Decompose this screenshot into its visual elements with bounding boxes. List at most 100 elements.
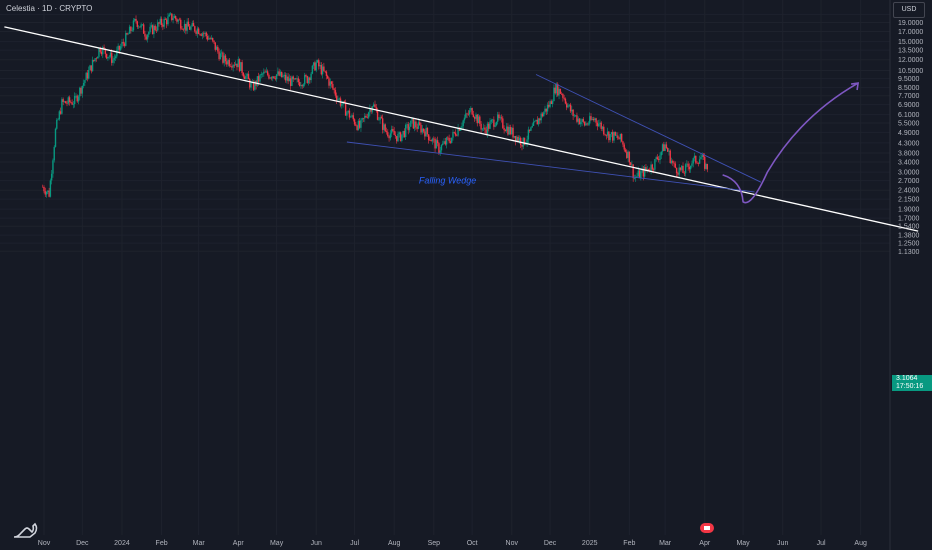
x-tick-label: Jul bbox=[350, 540, 359, 547]
x-tick-label: 2025 bbox=[582, 540, 598, 547]
candle bbox=[509, 124, 512, 136]
candle bbox=[571, 105, 573, 115]
candle bbox=[44, 187, 46, 197]
candle bbox=[454, 129, 457, 137]
candle bbox=[458, 127, 461, 132]
y-tick-label: 2.4000 bbox=[898, 188, 920, 195]
candle bbox=[463, 114, 466, 124]
y-tick-label: 19.0000 bbox=[898, 20, 923, 27]
candle bbox=[140, 22, 142, 30]
candle bbox=[457, 123, 459, 137]
candle bbox=[415, 118, 417, 131]
candle bbox=[567, 103, 569, 109]
candle bbox=[684, 163, 687, 177]
projection-arrow[interactable] bbox=[722, 82, 859, 204]
candle bbox=[188, 24, 191, 30]
candle bbox=[218, 48, 220, 61]
candle bbox=[381, 114, 384, 134]
candle bbox=[663, 141, 665, 152]
candle bbox=[356, 124, 358, 132]
candle bbox=[687, 161, 689, 171]
candle bbox=[228, 58, 231, 68]
candle bbox=[272, 75, 274, 82]
candle bbox=[266, 69, 269, 77]
candle bbox=[665, 141, 668, 150]
candle bbox=[287, 73, 289, 85]
y-tick-label: 3.8000 bbox=[898, 150, 920, 157]
candle bbox=[545, 108, 547, 115]
candle bbox=[628, 151, 631, 166]
candle bbox=[650, 161, 652, 175]
candle bbox=[489, 117, 491, 130]
candle bbox=[462, 119, 464, 130]
calendar-event-icon[interactable] bbox=[699, 522, 715, 534]
candle bbox=[333, 87, 335, 94]
candle bbox=[577, 116, 579, 126]
falling-wedge-label[interactable]: Falling Wedge bbox=[419, 176, 476, 186]
candle bbox=[293, 78, 296, 81]
candle bbox=[595, 117, 597, 127]
candle bbox=[90, 65, 92, 74]
candle bbox=[162, 23, 164, 31]
candle bbox=[95, 57, 98, 62]
candle bbox=[327, 74, 329, 80]
candle bbox=[324, 70, 326, 74]
candle bbox=[332, 80, 334, 91]
candle bbox=[670, 157, 673, 165]
candle bbox=[350, 115, 352, 118]
candle bbox=[98, 48, 100, 59]
candle bbox=[311, 64, 314, 75]
candle bbox=[186, 18, 188, 34]
x-tick-label: Jul bbox=[817, 540, 826, 547]
x-tick-label: Feb bbox=[623, 540, 635, 547]
candle bbox=[194, 25, 196, 33]
candle bbox=[383, 122, 385, 134]
candle bbox=[309, 76, 311, 84]
candle bbox=[606, 127, 609, 138]
candle bbox=[319, 61, 321, 70]
candle bbox=[627, 150, 629, 162]
candle bbox=[126, 32, 128, 36]
candle bbox=[72, 100, 75, 109]
candle bbox=[654, 158, 656, 171]
candle bbox=[378, 117, 380, 121]
candle bbox=[603, 124, 605, 136]
candle bbox=[173, 13, 176, 19]
candle bbox=[224, 53, 227, 65]
x-tick-label: Mar bbox=[193, 540, 206, 547]
y-tick-label: 1.1300 bbox=[898, 249, 920, 256]
candle bbox=[431, 137, 434, 145]
candle bbox=[555, 82, 558, 98]
candle bbox=[346, 111, 348, 120]
candle bbox=[408, 122, 411, 133]
candle bbox=[330, 80, 333, 88]
candle bbox=[57, 117, 59, 121]
time-axis[interactable]: Nov Dec 2024 Feb Mar Apr May Jun Jul Aug Sep Oct Nov… bbox=[38, 540, 867, 547]
candle bbox=[640, 169, 642, 181]
candle bbox=[479, 115, 481, 127]
tradingview-logo-icon[interactable] bbox=[12, 520, 42, 540]
candle bbox=[608, 131, 610, 143]
candle bbox=[61, 97, 63, 115]
currency-button[interactable]: USD bbox=[893, 2, 925, 18]
candle bbox=[153, 23, 155, 39]
candle bbox=[312, 62, 315, 70]
candle bbox=[211, 37, 214, 43]
candle bbox=[320, 62, 323, 76]
candle bbox=[389, 130, 392, 141]
candle bbox=[265, 67, 268, 73]
wedge-lower[interactable] bbox=[346, 141, 755, 193]
candle bbox=[481, 128, 484, 132]
y-tick-label: 13.5000 bbox=[898, 48, 923, 55]
candle bbox=[426, 127, 429, 137]
candlestick-series bbox=[42, 12, 708, 198]
candle bbox=[447, 135, 449, 141]
candle bbox=[664, 141, 666, 152]
candle bbox=[93, 59, 95, 63]
wedge-upper[interactable] bbox=[535, 74, 762, 183]
candle bbox=[141, 23, 144, 27]
candle bbox=[82, 79, 85, 89]
support-trendline[interactable] bbox=[4, 26, 919, 232]
